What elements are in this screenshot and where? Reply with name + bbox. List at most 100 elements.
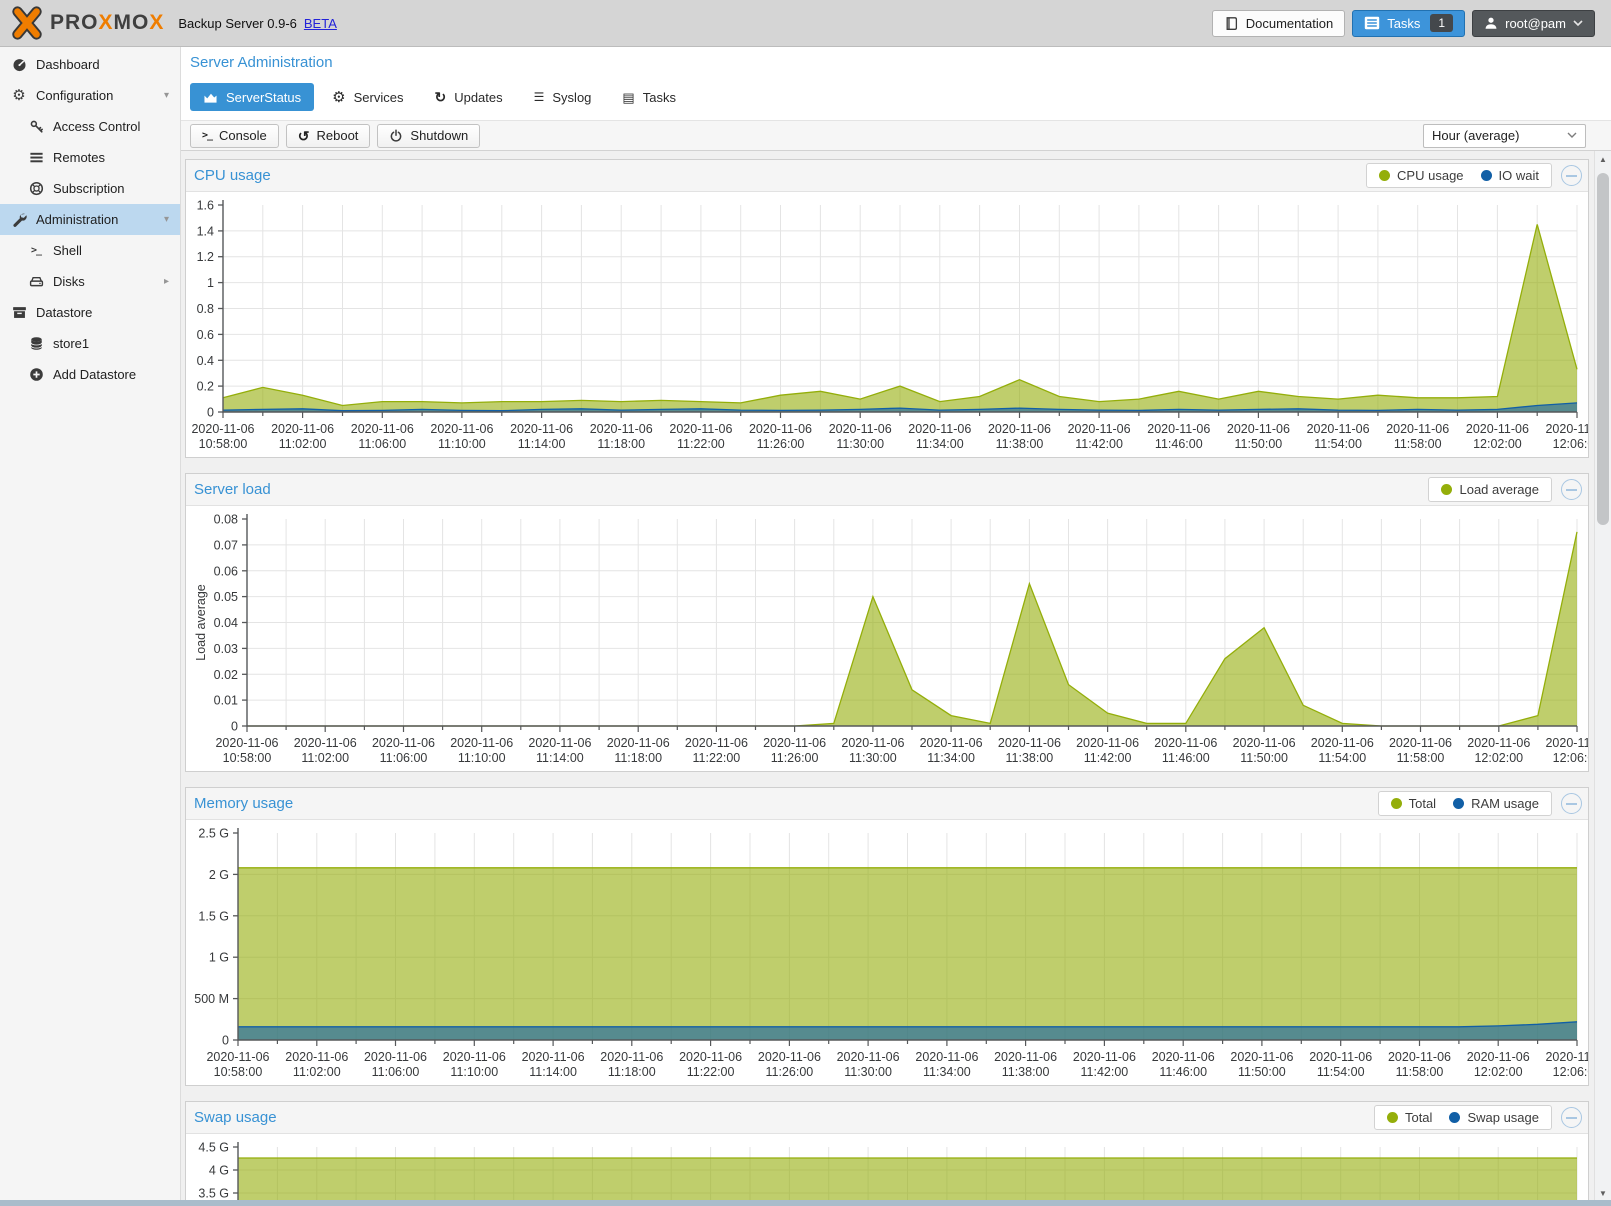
tab-serverstatus[interactable]: ServerStatus [190,83,315,111]
legend-label: Total [1404,1110,1433,1125]
svg-text:1: 1 [207,276,214,290]
services-gear-icon: ⚙ [332,88,346,106]
svg-text:0: 0 [231,720,238,734]
chevron-down-icon: ▾ [163,90,169,101]
sidebar-item-add-datastore[interactable]: Add Datastore [0,359,180,390]
svg-text:0: 0 [222,1034,229,1048]
svg-text:2020-11-06: 2020-11-06 [271,422,334,436]
chart-panel-header: Memory usage Total RAM usage [186,788,1588,820]
legend-item: IO wait [1480,168,1539,183]
svg-text:1.2: 1.2 [197,250,214,264]
svg-text:2020-11-06: 2020-11-06 [908,422,971,436]
svg-text:11:38:00: 11:38:00 [996,437,1044,451]
syslog-icon: ☰ [533,90,545,104]
svg-text:2020-11-06: 2020-11-06 [450,736,513,750]
legend-label: Total [1408,796,1437,811]
panel-title: CPU usage [194,167,271,184]
button-label: Shutdown [410,128,469,143]
sidebar-item-label: Shell [53,243,82,258]
task-list-icon [1364,16,1380,30]
svg-text:11:18:00: 11:18:00 [597,437,645,451]
sidebar-item-configuration[interactable]: ⚙ Configuration ▾ [0,80,180,111]
gauge-icon [10,57,28,72]
svg-text:11:46:00: 11:46:00 [1155,437,1203,451]
tasks-count-badge: 1 [1430,14,1454,32]
scrollbar-thumb[interactable] [1597,173,1609,525]
tab-services[interactable]: ⚙ Services [319,83,416,111]
svg-text:2020-11-06: 2020-11-06 [528,736,591,750]
beta-link[interactable]: BETA [303,15,337,31]
svg-text:2020-11-06: 2020-11-06 [1227,422,1290,436]
collapse-panel-button[interactable] [1561,1107,1582,1128]
header-buttons: Documentation Tasks 1 root@pam [1211,9,1595,37]
svg-text:0.04: 0.04 [214,616,238,630]
vertical-scrollbar[interactable]: ▲ ▼ [1594,151,1611,1206]
sidebar-item-administration[interactable]: Administration ▾ [0,204,180,235]
chart-area: 0.08 0.07 0.06 0.05 0.04 0.03 0.02 0.01 0 2020-11… [186,506,1588,771]
shutdown-button[interactable]: Shutdown [377,123,481,148]
timeframe-select[interactable]: Hour (average) [1423,123,1586,148]
button-label: Reboot [316,128,359,143]
svg-text:11:58:00: 11:58:00 [1394,437,1442,451]
reboot-button[interactable]: ↺ Reboot [285,123,371,148]
console-button[interactable]: >_ Console [190,123,279,148]
svg-text:2020-11-06: 2020-11-06 [364,1050,427,1064]
svg-text:10:58:00: 10:58:00 [199,437,248,451]
tab-tasks[interactable]: ▤ Tasks [609,83,689,111]
tasks-button[interactable]: Tasks 1 [1352,9,1466,37]
sidebar-item-datastore[interactable]: Datastore [0,297,180,328]
svg-text:11:38:00: 11:38:00 [1002,1065,1050,1079]
collapse-panel-button[interactable] [1561,479,1582,500]
key-icon [27,119,45,134]
svg-text:0.4: 0.4 [197,354,214,368]
svg-text:2020-11-06: 2020-11-06 [1467,1050,1530,1064]
documentation-button[interactable]: Documentation [1211,9,1346,37]
collapse-panel-button[interactable] [1561,165,1582,186]
plus-icon [27,367,45,382]
collapse-panel-button[interactable] [1561,793,1582,814]
svg-text:11:14:00: 11:14:00 [518,437,566,451]
svg-text:2020-11-06: 2020-11-06 [1386,422,1449,436]
sidebar-item-subscription[interactable]: Subscription [0,173,180,204]
user-menu-button[interactable]: root@pam [1472,9,1595,37]
proxmox-logo: PROXMOX [8,4,164,42]
sidebar-item-remotes[interactable]: Remotes [0,142,180,173]
sidebar-item-shell[interactable]: >_ Shell [0,235,180,266]
svg-text:2020-11-06: 2020-11-06 [1068,422,1131,436]
sidebar-item-access-control[interactable]: Access Control [0,111,180,142]
legend-item: RAM usage [1453,796,1539,811]
svg-text:500 M: 500 M [194,992,229,1006]
sidebar-item-disks[interactable]: Disks ▸ [0,266,180,297]
svg-text:11:18:00: 11:18:00 [608,1065,656,1079]
chart-panel-header: CPU usage CPU usage IO wait [186,160,1588,192]
svg-text:2020-11-06: 2020-11-06 [1230,1050,1293,1064]
scroll-down-arrow[interactable]: ▼ [1599,1189,1607,1198]
svg-text:2020-11-06: 2020-11-06 [607,736,670,750]
sidebar-item-dashboard[interactable]: Dashboard [0,49,180,80]
svg-text:2020-11-06: 2020-11-06 [1311,736,1374,750]
svg-text:12:02:00: 12:02:00 [1474,751,1523,765]
svg-text:11:10:00: 11:10:00 [450,1065,498,1079]
scroll-up-arrow[interactable]: ▲ [1599,155,1607,164]
svg-text:11:10:00: 11:10:00 [458,751,506,765]
svg-text:1.5 G: 1.5 G [198,909,229,923]
svg-text:11:10:00: 11:10:00 [438,437,486,451]
sidebar-item-store1[interactable]: store1 [0,328,180,359]
svg-text:0.06: 0.06 [214,564,238,578]
list-icon [27,150,45,165]
svg-text:2020-11-06: 2020-11-06 [920,736,983,750]
server-load-panel: Server load Load average 0.08 0.07 0.06 0.0… [185,473,1589,772]
svg-text:Load average: Load average [194,584,208,661]
svg-text:2020-11-06: 2020-11-06 [285,1050,348,1064]
svg-text:2020-11-06: 2020-11-06 [1467,736,1530,750]
legend-item: CPU usage [1379,168,1464,183]
svg-text:11:02:00: 11:02:00 [293,1065,341,1079]
tab-updates[interactable]: ↻ Updates [421,83,515,111]
legend-label: Load average [1459,482,1539,497]
svg-text:11:58:00: 11:58:00 [1396,1065,1444,1079]
svg-text:2020-11-06: 2020-11-06 [590,422,653,436]
brand-wordmark: PROXMOX [50,11,164,35]
tab-syslog[interactable]: ☰ Syslog [521,83,605,111]
svg-text:1.4: 1.4 [197,224,214,238]
